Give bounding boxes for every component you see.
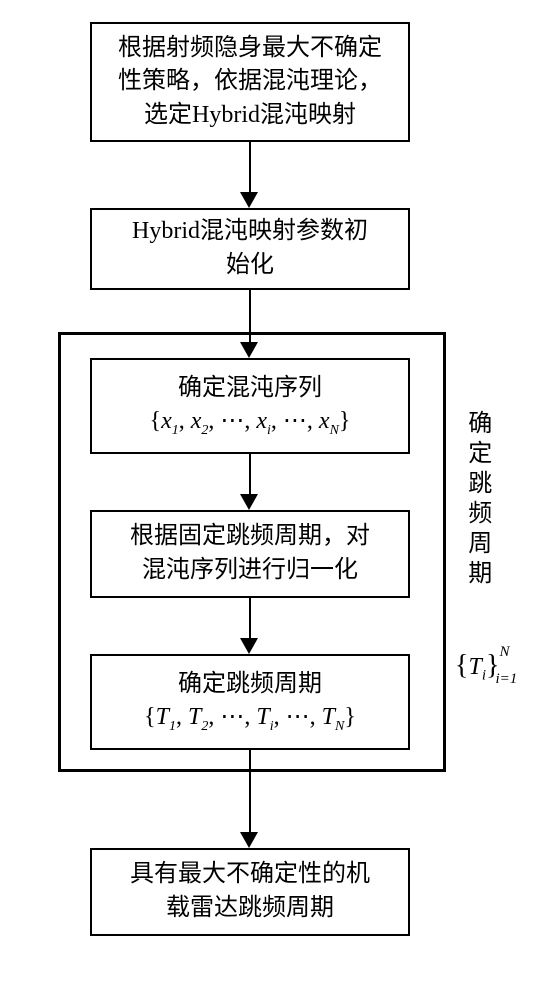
step-4-text: 根据固定跳频周期，对 混沌序列进行归一化 [130,520,370,587]
arrow-1-head [240,192,258,208]
flowchart-canvas: 根据射频隐身最大不确定 性策略，依据混沌理论， 选定Hybrid混沌映射 Hyb… [0,0,549,1000]
step-1-text: 根据射频隐身最大不确定 性策略，依据混沌理论， 选定Hybrid混沌映射 [118,32,382,133]
group-side-label: 确定跳频周期 [462,410,491,590]
group-side-formula: {Ti}Ni=1 [455,650,531,684]
arrow-4-line [249,598,251,638]
step-init-params: Hybrid混沌映射参数初 始化 [90,208,410,290]
step-normalize: 根据固定跳频周期，对 混沌序列进行归一化 [90,510,410,598]
step-3-text: 确定混沌序列 {x1, x2, ⋯, xi, ⋯, xN} [150,372,351,441]
step-hop-period: 确定跳频周期 {T1, T2, ⋯, Ti, ⋯, TN} [90,654,410,750]
step-chaos-sequence: 确定混沌序列 {x1, x2, ⋯, xi, ⋯, xN} [90,358,410,454]
step-5-text: 确定跳频周期 {T1, T2, ⋯, Ti, ⋯, TN} [144,668,356,737]
arrow-5-head [240,832,258,848]
arrow-3-line [249,454,251,494]
step-6-text: 具有最大不确定性的机 载雷达跳频周期 [130,858,370,925]
chaos-sequence-formula: {x1, x2, ⋯, xi, ⋯, xN} [150,408,351,434]
arrow-4-head [240,638,258,654]
arrow-3-head [240,494,258,510]
hop-period-formula: {T1, T2, ⋯, Ti, ⋯, TN} [144,704,356,730]
arrow-5-line [249,750,251,832]
arrow-1-line [249,142,251,192]
step-result: 具有最大不确定性的机 载雷达跳频周期 [90,848,410,936]
step-select-hybrid-mapping: 根据射频隐身最大不确定 性策略，依据混沌理论， 选定Hybrid混沌映射 [90,22,410,142]
step-2-text: Hybrid混沌映射参数初 始化 [132,215,368,282]
